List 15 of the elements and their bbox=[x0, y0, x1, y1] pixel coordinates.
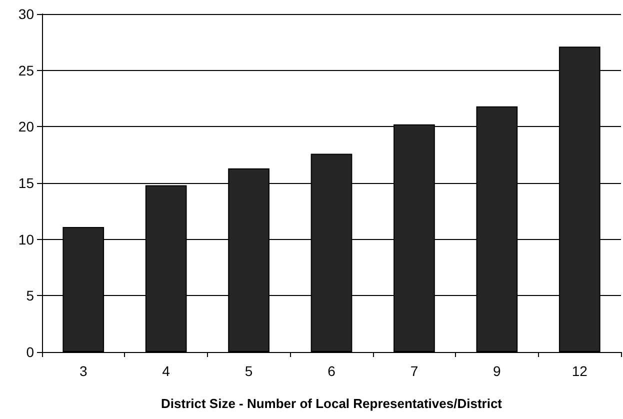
y-tick-label: 15 bbox=[18, 175, 34, 191]
y-tick-label: 0 bbox=[26, 344, 34, 360]
y-tick-label: 5 bbox=[26, 288, 34, 304]
y-tick-label: 20 bbox=[18, 118, 34, 135]
y-tick-label: 30 bbox=[18, 6, 34, 22]
x-tick-label: 3 bbox=[79, 363, 88, 379]
x-axis-title: District Size - Number of Local Representatives/District bbox=[161, 396, 503, 411]
x-tick-label: 4 bbox=[162, 363, 170, 379]
x-tick-label: 5 bbox=[244, 363, 253, 379]
x-tick-label: 12 bbox=[572, 363, 588, 379]
y-tick-label: 10 bbox=[18, 231, 34, 248]
x-tick-label: 7 bbox=[410, 363, 418, 379]
x-tick-label: 6 bbox=[328, 363, 336, 379]
y-tick-label: 25 bbox=[18, 62, 34, 78]
x-tick-label: 9 bbox=[493, 363, 502, 379]
